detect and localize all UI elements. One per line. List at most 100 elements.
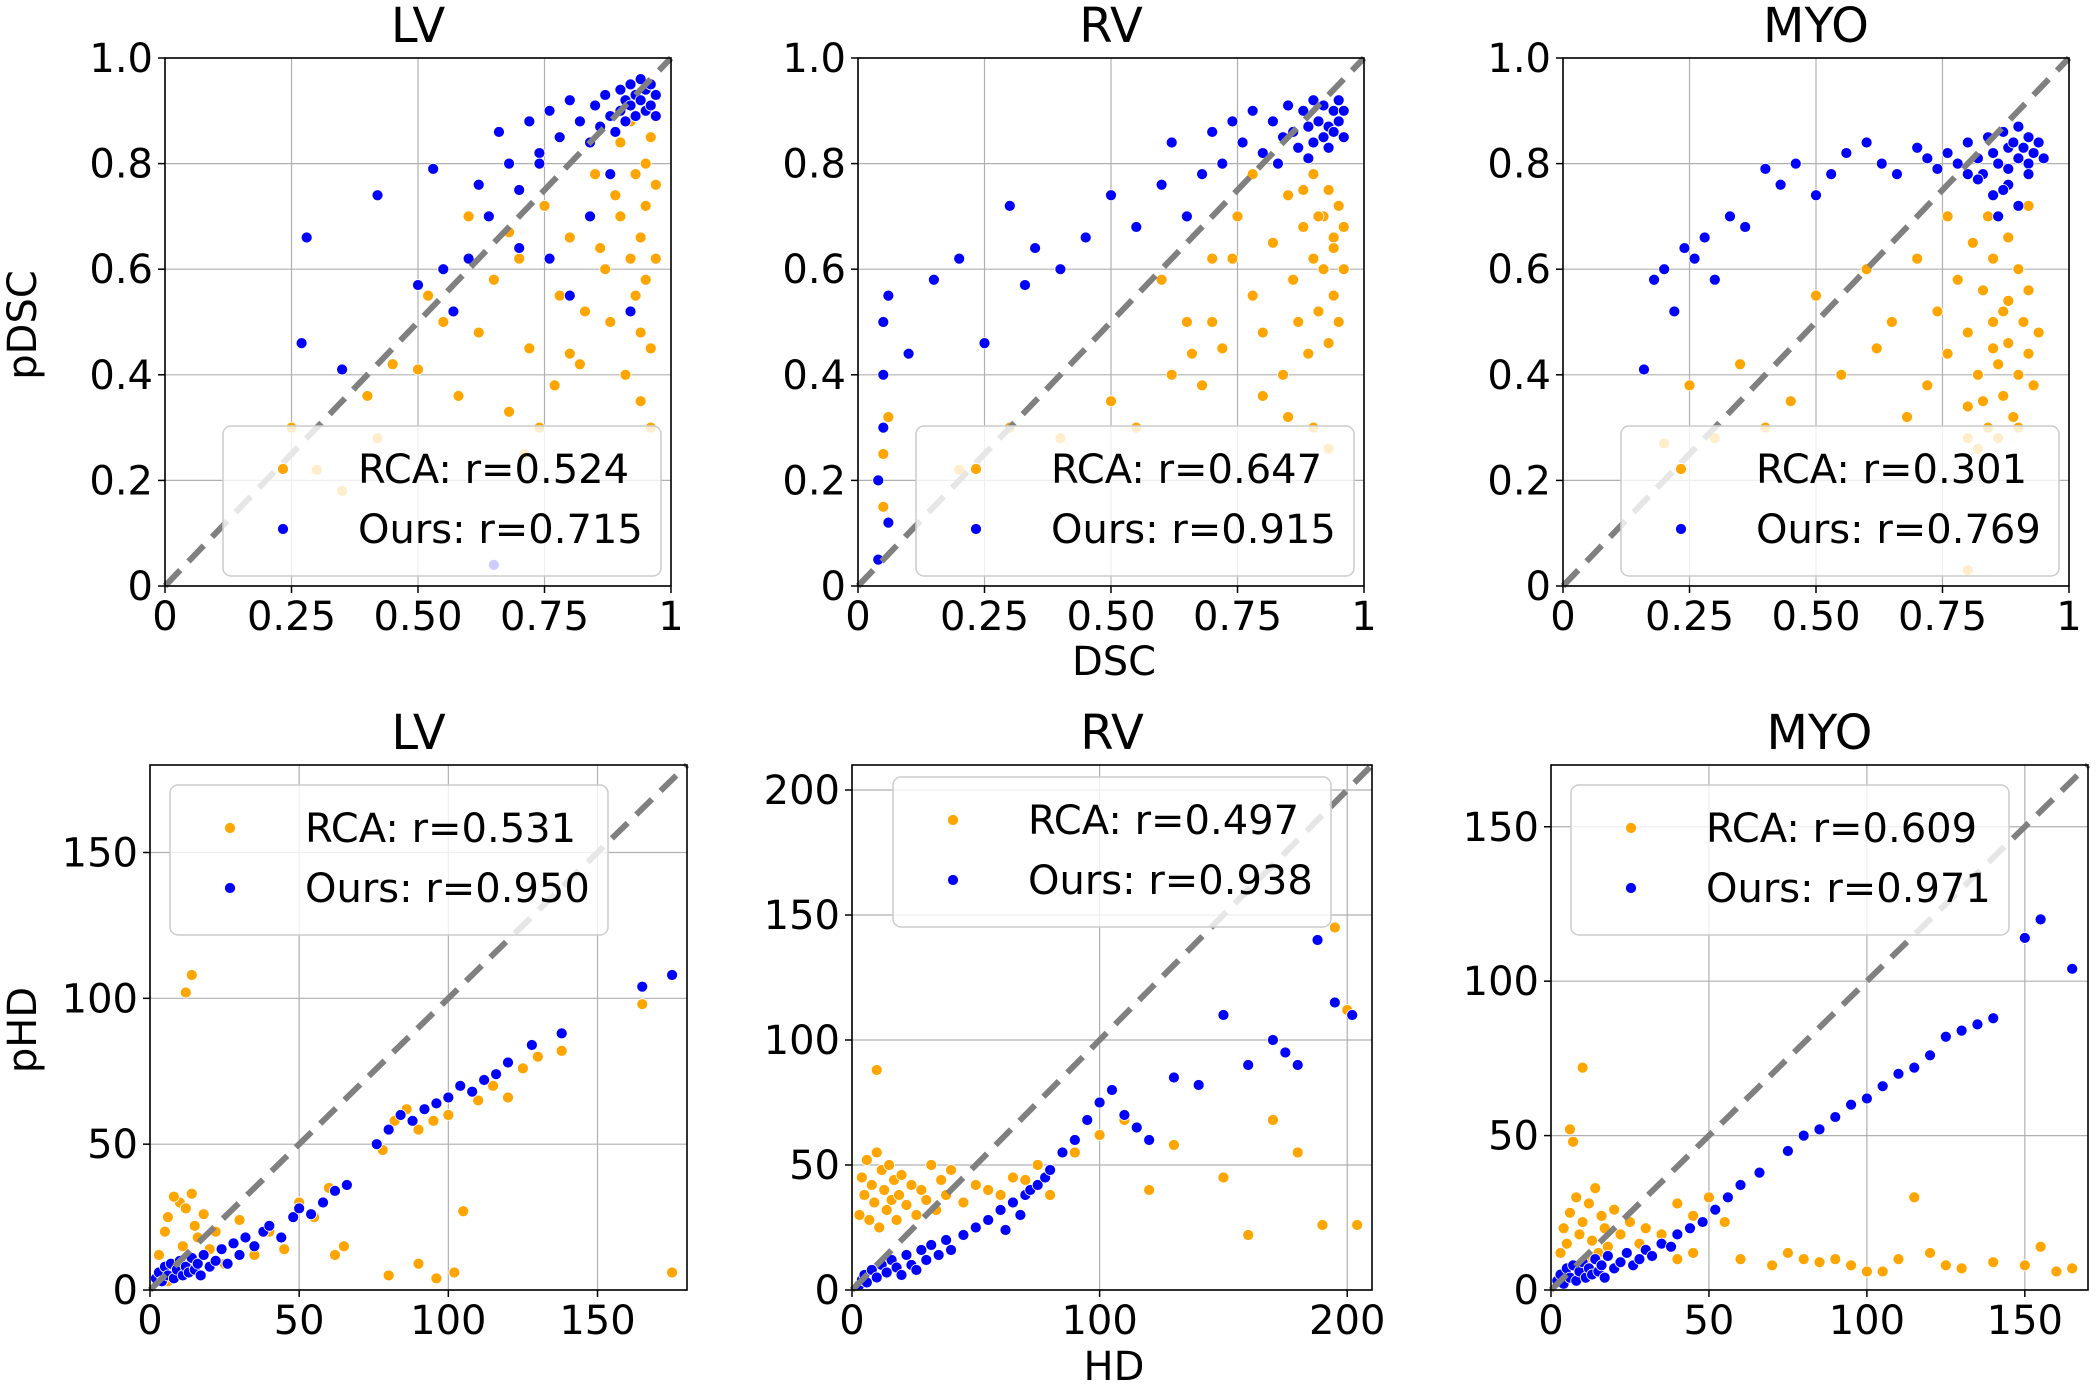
x-tick-label: 0.25 [247,594,336,640]
y-tick-label: 0.2 [89,458,153,504]
data-point [2034,913,2047,926]
legend-marker-rca [1675,463,1687,475]
data-point [2032,136,2045,149]
data-point [329,1249,341,1261]
data-point [382,1123,395,1136]
data-point [159,1225,171,1238]
data-point [895,1269,908,1281]
legend-label-rca: RCA: r=0.647 [1051,447,1322,493]
data-point [1044,1189,1056,1201]
data-point [1961,168,1974,181]
data-point [2027,379,2040,392]
data-point [1311,934,1324,946]
plot-frame [851,764,1373,1291]
data-point [1589,1182,1602,1194]
y-tick-label: 1.0 [1487,36,1551,82]
data-point [382,1269,395,1282]
y-tick-label: 0.6 [782,247,846,293]
data-point [1267,1034,1279,1046]
data-point [1564,1206,1576,1219]
y-tick-label: 1.0 [89,36,153,82]
subplot-title: LV [391,0,445,54]
data-point [1332,115,1345,128]
data-point [1054,263,1067,276]
data-point [1031,1159,1044,1171]
data-point [1601,1250,1614,1262]
data-point [1860,1092,1873,1105]
data-point [1753,1166,1766,1179]
data-point [1081,1114,1094,1126]
data-point [430,1097,443,1110]
data-point [161,1211,174,1223]
data-point [1307,252,1320,265]
plot-frame [149,764,688,1291]
data-point [893,1189,905,1201]
data-point [649,110,662,122]
data-point [1734,1179,1747,1191]
data-point [1955,1262,1968,1275]
data-point [856,1171,868,1184]
data-point [2022,199,2035,212]
data-point [1302,152,1315,165]
data-point [2012,152,2025,165]
data-point [1829,1253,1842,1266]
data-point [2032,326,2045,339]
data-point [877,316,890,328]
data-point [563,289,576,302]
data-point [574,115,586,128]
legend: RCA: r=0.609 Ours: r=0.971 [1570,784,2010,936]
data-point [1292,141,1305,154]
data-point [2007,136,2020,149]
data-point [1671,1197,1684,1210]
y-tick-label: 50 [789,1143,840,1189]
data-point [176,1240,189,1253]
data-point [1810,189,1822,202]
data-point [1966,236,1979,249]
data-point [614,136,627,149]
data-point [858,1189,871,1201]
subplot-title: MYO [1763,0,1869,54]
series-rca [872,168,1350,566]
y-tick-label: 0 [113,1268,138,1314]
data-point [361,390,374,402]
data-point [1992,157,2005,170]
subplot-4: LV 0 50 100 150 0 50 100 150 RCA: r=0.531 Ours: r=… [62,705,690,1344]
data-point [412,1257,425,1270]
data-point [248,1240,261,1253]
data-point [197,1208,210,1221]
data-point [873,1221,886,1234]
data-point [1105,189,1117,202]
data-point [1246,168,1259,181]
data-point [920,1194,933,1206]
data-point [1332,94,1345,107]
data-point [940,1234,952,1246]
data-point [868,1196,881,1209]
data-point [1583,1197,1595,1210]
data-point [1130,1121,1143,1134]
data-point [371,189,384,202]
y-tick-label: 0.4 [782,353,846,399]
data-point [1892,1067,1905,1080]
data-point [629,289,642,302]
data-point [1961,136,1974,149]
x-tick-label: 150 [559,1298,635,1344]
y-tick-label: 150 [62,831,138,877]
data-point [1718,1216,1731,1228]
data-point [1246,289,1259,302]
data-point [1007,1171,1019,1184]
data-point [1639,1222,1652,1235]
data-point [1302,347,1315,360]
data-point [945,1244,957,1256]
data-point [2012,263,2025,276]
data-point [185,969,198,981]
legend-marker-ours [947,874,959,886]
y-tick-label: 0.8 [782,142,846,188]
data-point [1267,115,1279,128]
data-point [1307,94,1320,107]
data-point [1328,996,1341,1009]
data-point [1835,368,1848,381]
data-point [1068,1146,1081,1159]
data-point [1987,316,1999,328]
data-point [634,326,647,339]
legend-label-ours: Ours: r=0.971 [1706,866,1991,912]
